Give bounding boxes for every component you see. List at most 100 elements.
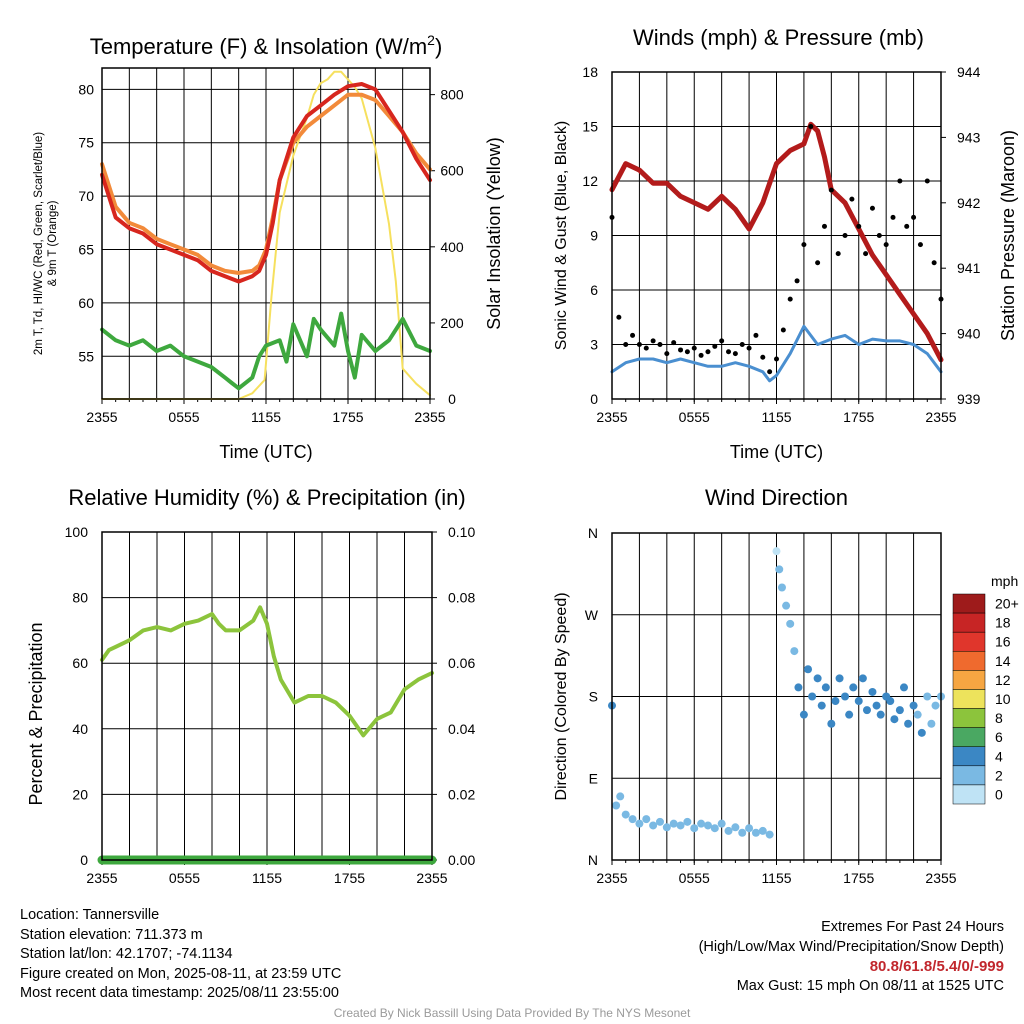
direction-point <box>724 826 733 835</box>
direction-point <box>845 710 854 719</box>
gust-point <box>904 223 910 229</box>
direction-point <box>813 674 822 683</box>
max-gust-text: Max Gust: 15 mph On 08/11 at 1525 UTC <box>736 977 1004 994</box>
gust-point <box>746 345 752 351</box>
direction-point <box>683 817 692 826</box>
y-tick-label: 60 <box>72 655 88 671</box>
direction-point <box>690 824 699 833</box>
y-axis-label-2: & 9m T (Orange) <box>47 200 59 286</box>
legend-label: 16 <box>995 634 1011 650</box>
direction-point <box>895 706 904 715</box>
gust-point <box>869 205 875 211</box>
x-tick-label: 2355 <box>86 870 117 886</box>
gust-point <box>890 214 896 220</box>
direction-point <box>794 683 803 692</box>
direction-point <box>927 719 936 728</box>
direction-point <box>913 710 922 719</box>
direction-point <box>817 701 826 710</box>
legend-label: 12 <box>995 672 1011 688</box>
created-text: Figure created on Mon, 2025-08-11, at 23… <box>20 965 342 982</box>
chart-title: Wind Direction <box>705 485 848 510</box>
direction-point <box>765 830 774 839</box>
latlon-text: Station lat/lon: 42.1707; -74.1134 <box>20 946 233 963</box>
y-tick-label: 40 <box>72 721 88 737</box>
x-tick-label: 2355 <box>596 409 627 425</box>
direction-point <box>827 719 836 728</box>
y2-tick-label: 0.02 <box>448 786 475 802</box>
gust-point <box>897 178 903 184</box>
y-tick-label: 80 <box>78 81 94 97</box>
gust-point <box>657 342 663 347</box>
gust-point <box>684 349 690 355</box>
legend-label: 2 <box>995 767 1003 783</box>
legend-swatch <box>952 784 986 805</box>
direction-point <box>738 828 747 837</box>
direction-point <box>676 821 685 830</box>
gust-point <box>794 278 800 284</box>
gust-point <box>650 338 656 344</box>
gust-point <box>911 214 917 220</box>
series-line-0 <box>610 324 943 383</box>
y-tick-label: E <box>589 770 598 786</box>
credit-text: Created By Nick Bassill Using Data Provi… <box>333 1006 691 1020</box>
x-tick-label: 0555 <box>679 409 710 425</box>
legend-swatch <box>952 765 986 786</box>
plot-frame <box>101 531 433 861</box>
y2-axis-label: Solar Insolation (Yellow) <box>484 137 504 329</box>
direction-point <box>649 821 658 830</box>
y2-tick-label: 0.06 <box>448 655 475 671</box>
legend-swatch <box>952 651 986 671</box>
series-line-2 <box>100 82 432 284</box>
series-line-3 <box>100 311 432 391</box>
x-tick-label: 0555 <box>169 870 200 886</box>
direction-point <box>635 819 644 828</box>
legend-label: 20+ <box>995 596 1019 612</box>
x-tick-label: 2355 <box>414 409 445 425</box>
direction-point <box>835 674 844 683</box>
gust-point <box>801 242 807 248</box>
legend-label: 6 <box>995 729 1003 745</box>
gust-point <box>643 345 649 351</box>
gust-point <box>849 196 855 202</box>
gust-point <box>712 343 718 349</box>
gust-point <box>698 352 704 358</box>
x-tick-label: 1155 <box>761 409 791 425</box>
title-end: ) <box>435 34 442 59</box>
x-tick-label: 1755 <box>334 870 365 886</box>
direction-point <box>717 819 726 828</box>
direction-point <box>621 810 630 819</box>
series-line-0 <box>101 70 431 400</box>
plot-frame <box>611 71 942 400</box>
gust-point <box>678 347 684 353</box>
legend-swatch <box>952 727 986 747</box>
gust-point <box>876 233 882 238</box>
direction-point <box>858 674 867 683</box>
series-line-0 <box>100 605 434 738</box>
y2-tick-label: 600 <box>440 163 464 179</box>
y-tick-label: 3 <box>590 337 598 353</box>
y-tick-label: W <box>585 607 599 623</box>
direction-point <box>772 547 781 556</box>
legend-swatch <box>952 670 986 690</box>
direction-point <box>786 619 795 628</box>
gust-point <box>739 342 745 347</box>
x-tick-label: 1155 <box>252 870 282 886</box>
y2-tick-label: 400 <box>440 239 464 255</box>
chart-title: Winds (mph) & Pressure (mb) <box>633 25 924 50</box>
direction-point <box>669 819 678 828</box>
x-axis-label: Time (UTC) <box>219 442 312 462</box>
y2-tick-label: 943 <box>957 129 981 145</box>
y2-tick-label: 0.04 <box>448 721 475 737</box>
direction-point <box>745 824 754 833</box>
x-tick-label: 1755 <box>332 409 363 425</box>
y2-tick-label: 940 <box>957 326 981 342</box>
direction-point <box>876 710 885 719</box>
y2-tick-label: 939 <box>957 391 981 407</box>
x-tick-label: 2355 <box>925 409 956 425</box>
direction-point <box>628 815 637 824</box>
y-tick-label: 12 <box>582 173 598 189</box>
direction-point <box>804 665 813 674</box>
station-info: Location: Tannersville Station elevation… <box>20 906 341 1004</box>
y-axis-label: Direction (Colored By Speed) <box>553 592 570 800</box>
gust-point <box>863 251 869 257</box>
